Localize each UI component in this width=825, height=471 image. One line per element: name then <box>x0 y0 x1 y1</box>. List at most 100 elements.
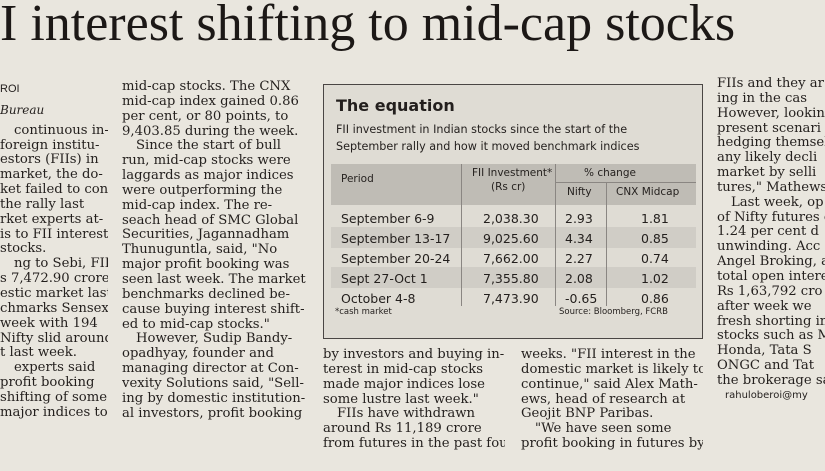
row-midcap: 0.85 <box>641 231 669 246</box>
text-line: al investors, profit booking <box>122 406 303 421</box>
row-fii: 2,038.30 <box>483 211 539 226</box>
text-line: the brokerage sai <box>717 373 825 388</box>
text-line: shifting of some <box>0 390 108 405</box>
text-line: mid-cap stocks. The CNX <box>122 80 291 94</box>
row-fii: 9,025.60 <box>483 231 539 246</box>
text-line: 1.24 per cent d <box>717 225 819 240</box>
text-line: week with 194 <box>0 316 98 331</box>
row-fii: 7,473.90 <box>483 291 539 306</box>
text-line: total open intere <box>717 269 825 284</box>
text-line: hedging themsel <box>717 136 825 151</box>
header-fii-unit: (Rs cr) <box>491 181 526 193</box>
text-line: s 7,472.90 crore <box>0 272 108 287</box>
data-table: Period FII Investment* (Rs cr) % change … <box>331 164 696 321</box>
text-line: chmarks Sensex <box>0 301 108 316</box>
row-nifty: 2.08 <box>565 271 593 286</box>
table-source: Source: Bloomberg, FCRB <box>559 307 668 317</box>
text-line: continuous in- <box>14 123 108 138</box>
text-line: present scenari <box>717 121 821 136</box>
text-line: major profit booking was <box>122 258 290 273</box>
row-midcap: 1.81 <box>641 211 669 226</box>
text-line: Thunuguntla, said, "No <box>122 243 278 258</box>
text-line: unwinding. Acc <box>717 240 821 255</box>
text-line: ing in the cas <box>717 91 808 106</box>
row-midcap: 0.74 <box>641 251 669 266</box>
text-line: seen last week. The market <box>122 272 306 287</box>
text-line: from futures in the past four <box>323 437 505 452</box>
text-line: estors (FIIs) in <box>0 153 99 168</box>
text-line: "We have seen some <box>535 422 672 437</box>
row-nifty: 2.93 <box>565 211 593 226</box>
row-period: Sept 27-Oct 1 <box>341 271 428 286</box>
text-line: managing director at Con- <box>122 362 299 377</box>
bureau: Bureau <box>0 102 45 117</box>
row-midcap: 0.86 <box>641 291 669 306</box>
text-line: ONGC and Tat <box>717 359 815 374</box>
table-row: October 4-8 7,473.90 -0.65 0.86 <box>331 287 696 308</box>
text-line: Geojit BNP Paribas. <box>521 407 654 422</box>
text-line: the rally last <box>0 197 85 212</box>
text-line: profit booking <box>0 376 95 391</box>
text-line: Last week, op <box>731 195 824 210</box>
text-line: benchmarks declined be- <box>122 287 290 302</box>
text-line: FIIs and they ar <box>717 77 824 91</box>
table-footnote: *cash market <box>335 307 392 317</box>
text-line: rket experts at- <box>0 212 104 227</box>
article-column-2: mid-cap stocks. The CNX mid-cap index gai… <box>122 80 310 421</box>
text-line: market by selli <box>717 166 817 181</box>
text-line: is to FII interest <box>0 227 108 242</box>
article-column-4: weeks. "FII interest in the domestic mark… <box>521 348 703 452</box>
row-period: September 13-17 <box>341 231 451 246</box>
row-fii: 7,662.00 <box>483 251 539 266</box>
header-fii: FII Investment* <box>472 167 553 179</box>
divider <box>555 164 556 306</box>
text-line: any likely decli <box>717 151 818 166</box>
text-line: some lustre last week." <box>323 392 479 407</box>
row-midcap: 1.02 <box>641 271 669 286</box>
text-line: Honda, Tata S <box>717 344 812 359</box>
text-line: However, lookin <box>717 106 825 121</box>
table-subtitle: FII investment in Indian stocks since th… <box>336 123 640 153</box>
text-line: cause buying interest shift- <box>122 302 305 317</box>
text-line: laggards as major indices <box>122 169 294 184</box>
text-line: terest in mid-cap stocks <box>323 362 484 377</box>
equation-table-box: The equation FII investment in Indian st… <box>323 84 703 339</box>
text-line: profit booking in futures by <box>521 437 703 452</box>
article-column-5: FIIs and they ar ing in the cas However, l… <box>717 77 825 404</box>
row-nifty: 4.34 <box>565 231 593 246</box>
header-midcap: CNX Midcap <box>616 186 680 198</box>
text-line: ews, head of research at <box>521 392 686 407</box>
text-line: ing by domestic institution- <box>122 391 306 406</box>
text-line: ed to mid-cap stocks." <box>122 317 270 332</box>
text-line: opadhyay, founder and <box>122 347 274 362</box>
text-line: FIIs have withdrawn <box>337 407 476 422</box>
text-line: vexity Solutions said, "Sell- <box>122 376 304 391</box>
article-column-1: ROI Bureau continuous in-foreign institu… <box>0 82 108 421</box>
text-line: weeks. "FII interest in the <box>521 348 696 362</box>
text-line: domestic market is likely to <box>521 362 703 377</box>
text-line: foreign institu- <box>0 138 100 153</box>
text-line: Securities, Jagannadham <box>122 228 290 243</box>
divider <box>606 182 607 306</box>
row-period: September 20-24 <box>341 251 451 266</box>
text-line: 9,403.85 during the week. <box>122 124 299 139</box>
row-nifty: -0.65 <box>565 291 598 306</box>
divider <box>461 164 462 306</box>
text-line: estic market last <box>0 286 108 301</box>
text-line: t last week. <box>0 346 77 361</box>
text-line: tures," Mathews <box>717 180 825 195</box>
text-line: stocks such as M <box>717 329 825 344</box>
table-title: The equation <box>336 96 455 115</box>
text-line: were outperforming the <box>122 183 283 198</box>
table-row: September 20-24 7,662.00 2.27 0.74 <box>331 247 696 268</box>
text-line: rahuloberoi@my <box>725 389 808 401</box>
text-line: run, mid-cap stocks were <box>122 154 291 169</box>
text-line: major indices to <box>0 405 108 420</box>
header-nifty: Nifty <box>567 186 592 198</box>
text-line: per cent, or 80 points, to <box>122 109 289 124</box>
divider <box>555 182 696 183</box>
headline: I interest shifting to mid-cap stocks <box>0 0 736 52</box>
text-line: mid-cap index. The re- <box>122 198 273 213</box>
text-line: stocks. <box>0 242 47 257</box>
text-line: ket failed to con- <box>0 183 108 198</box>
